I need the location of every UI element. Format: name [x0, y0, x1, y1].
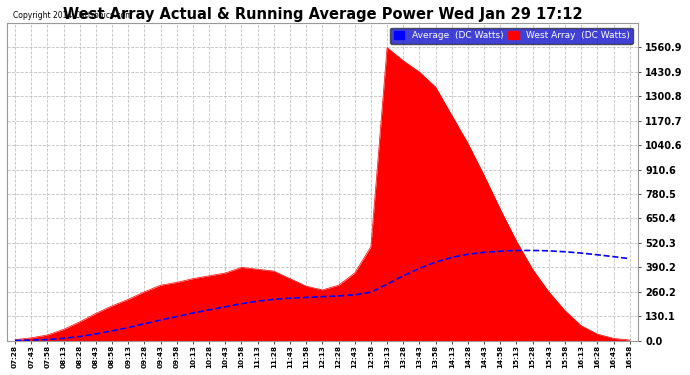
- Title: West Array Actual & Running Average Power Wed Jan 29 17:12: West Array Actual & Running Average Powe…: [63, 7, 582, 22]
- Text: Copyright 2014 Cartronics.com: Copyright 2014 Cartronics.com: [13, 11, 132, 20]
- Legend: Average  (DC Watts), West Array  (DC Watts): Average (DC Watts), West Array (DC Watts…: [390, 28, 633, 44]
